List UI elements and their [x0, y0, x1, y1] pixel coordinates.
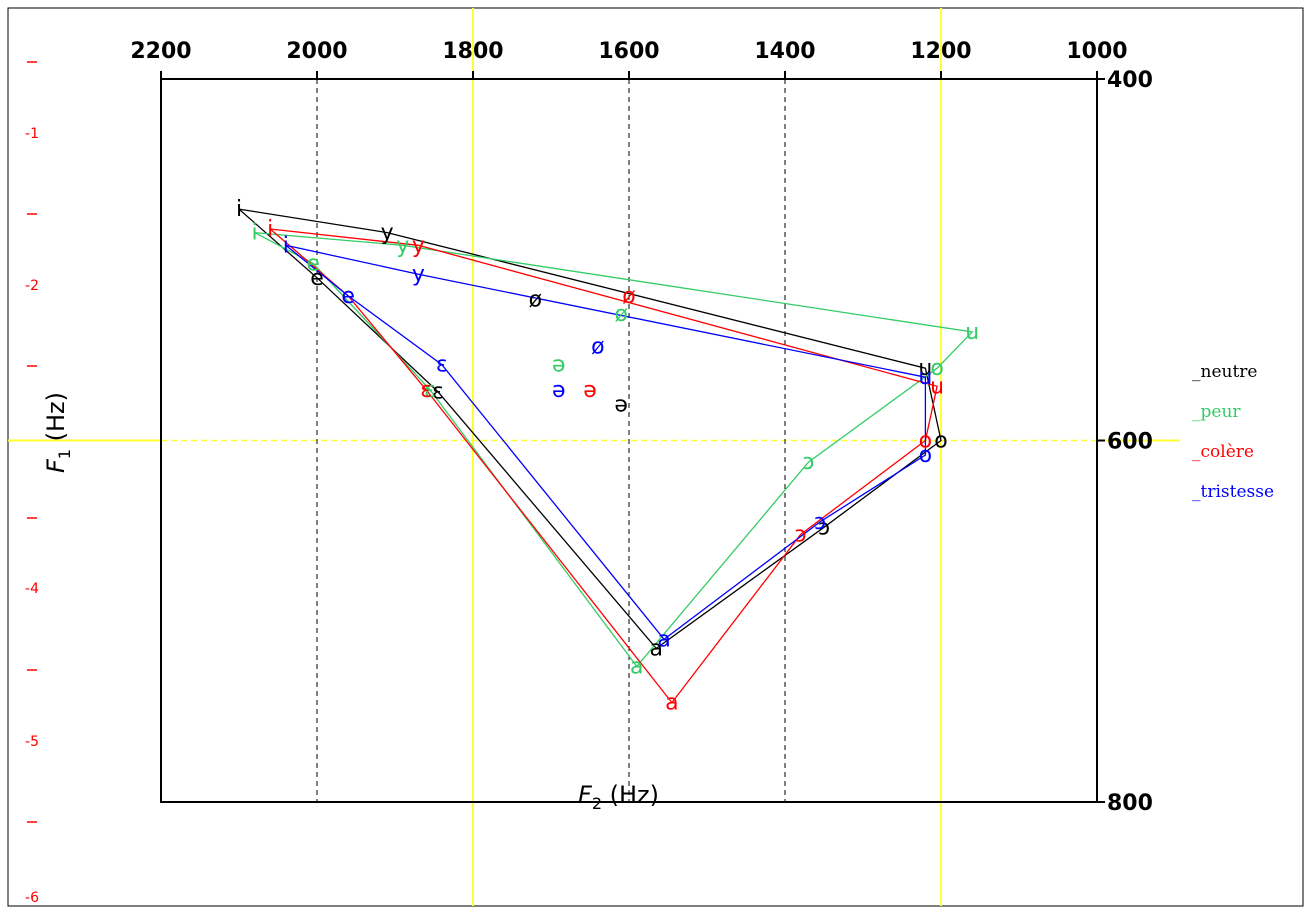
vowel-label: ɛ — [424, 378, 436, 403]
left-ruler-label: -6 — [25, 890, 39, 906]
vowel-label: ɔ — [795, 522, 807, 547]
x-axis-symbol: F — [578, 781, 593, 809]
vowel-label: ɛ — [432, 380, 444, 405]
vowel-label: ɔ — [818, 515, 830, 540]
vowel-label: u — [918, 365, 932, 390]
vowel-label: y — [381, 221, 394, 246]
vowel-label: e — [306, 251, 320, 276]
x-tick-label: 1400 — [754, 39, 815, 64]
vowel-label: i — [252, 221, 258, 246]
vowel-label: o — [919, 429, 932, 454]
vowel-label: ɛ — [420, 378, 432, 403]
vowel-label: ø — [529, 288, 542, 313]
vowel-label: y — [412, 233, 425, 258]
vowel-label: ə — [552, 378, 566, 403]
series-line-2 — [254, 231, 974, 668]
vowel-label: e — [310, 266, 324, 291]
vowel-label: o — [930, 356, 943, 381]
series-lines — [238, 208, 974, 704]
vowel-label: ɛ — [436, 353, 448, 378]
x-tick-label: 2200 — [130, 39, 191, 64]
left-ruler-label: -2 — [25, 278, 39, 294]
vowel-label: ø — [622, 284, 635, 309]
y-tick-label: 400 — [1107, 68, 1153, 93]
vowel-label: e — [341, 284, 355, 309]
y-tick-label: 600 — [1107, 430, 1153, 455]
grid — [316, 79, 786, 802]
vowel-label: u — [930, 374, 944, 399]
legend-item-tristesse: _tristesse — [1192, 482, 1275, 502]
outer-frame — [7, 7, 1304, 907]
vowel-label: a — [665, 691, 678, 716]
vowel-label: ə — [614, 392, 628, 417]
vowel-label: ø — [614, 302, 627, 327]
left-ruler-label: -1 — [25, 126, 39, 142]
legend-item-peur: _peur — [1192, 402, 1241, 422]
x-tick-label: 1600 — [598, 39, 659, 64]
vowel-label: y — [412, 262, 425, 287]
y-axis-title: F1 (Hz) — [42, 392, 74, 473]
vowel-label: ɔ — [814, 510, 826, 535]
vowel-label: ø — [591, 335, 604, 360]
vowel-label: u — [918, 356, 932, 381]
vowel-label: o — [934, 429, 947, 454]
vowel-label: i — [236, 197, 242, 222]
legend-item-colere: _colère — [1192, 442, 1254, 462]
x-axis-unit: (Hz) — [602, 781, 659, 809]
y-axis-unit: (Hz) — [42, 392, 70, 449]
y-axis-ticks: 400 600 800 — [1097, 68, 1153, 816]
vowel-label: a — [630, 654, 643, 679]
y-axis-subscript: 1 — [55, 449, 74, 459]
x-axis-ticks: 2200 2000 1800 1600 1400 1200 1000 — [130, 39, 1128, 79]
left-ruler-label: -5 — [25, 734, 39, 750]
left-ruler-label: -4 — [25, 581, 39, 597]
y-axis-symbol: F — [42, 458, 70, 473]
x-tick-label: 1000 — [1066, 39, 1127, 64]
vowel-label: y — [396, 233, 409, 258]
vowel-label: o — [919, 443, 932, 468]
series-line-1 — [238, 208, 942, 650]
vowel-label: ə — [583, 378, 597, 403]
vowel-label: i — [283, 233, 289, 258]
vowel-label: ə — [552, 353, 566, 378]
x-tick-label: 1200 — [910, 39, 971, 64]
x-tick-label: 1800 — [442, 39, 503, 64]
vowel-label: u — [965, 320, 979, 345]
vowel-label: ɔ — [802, 450, 814, 475]
y-tick-label: 800 — [1107, 791, 1153, 816]
legend: _neutre _peur _colère _tristesse — [1192, 352, 1274, 512]
x-axis-title: F2 (Hz) — [578, 781, 659, 813]
series-line-4 — [285, 244, 927, 641]
left-ruler: -1 -2 -4 -5 -6 — [25, 61, 39, 906]
x-axis-subscript: 2 — [592, 794, 602, 813]
legend-item-neutre: _neutre — [1192, 362, 1258, 382]
x-tick-label: 2000 — [286, 39, 347, 64]
series-line-3 — [269, 228, 938, 704]
vowel-label: a — [650, 636, 663, 661]
vowel-label: a — [657, 627, 670, 652]
vowel-label: e — [341, 284, 355, 309]
vowel-label: i — [267, 217, 273, 242]
